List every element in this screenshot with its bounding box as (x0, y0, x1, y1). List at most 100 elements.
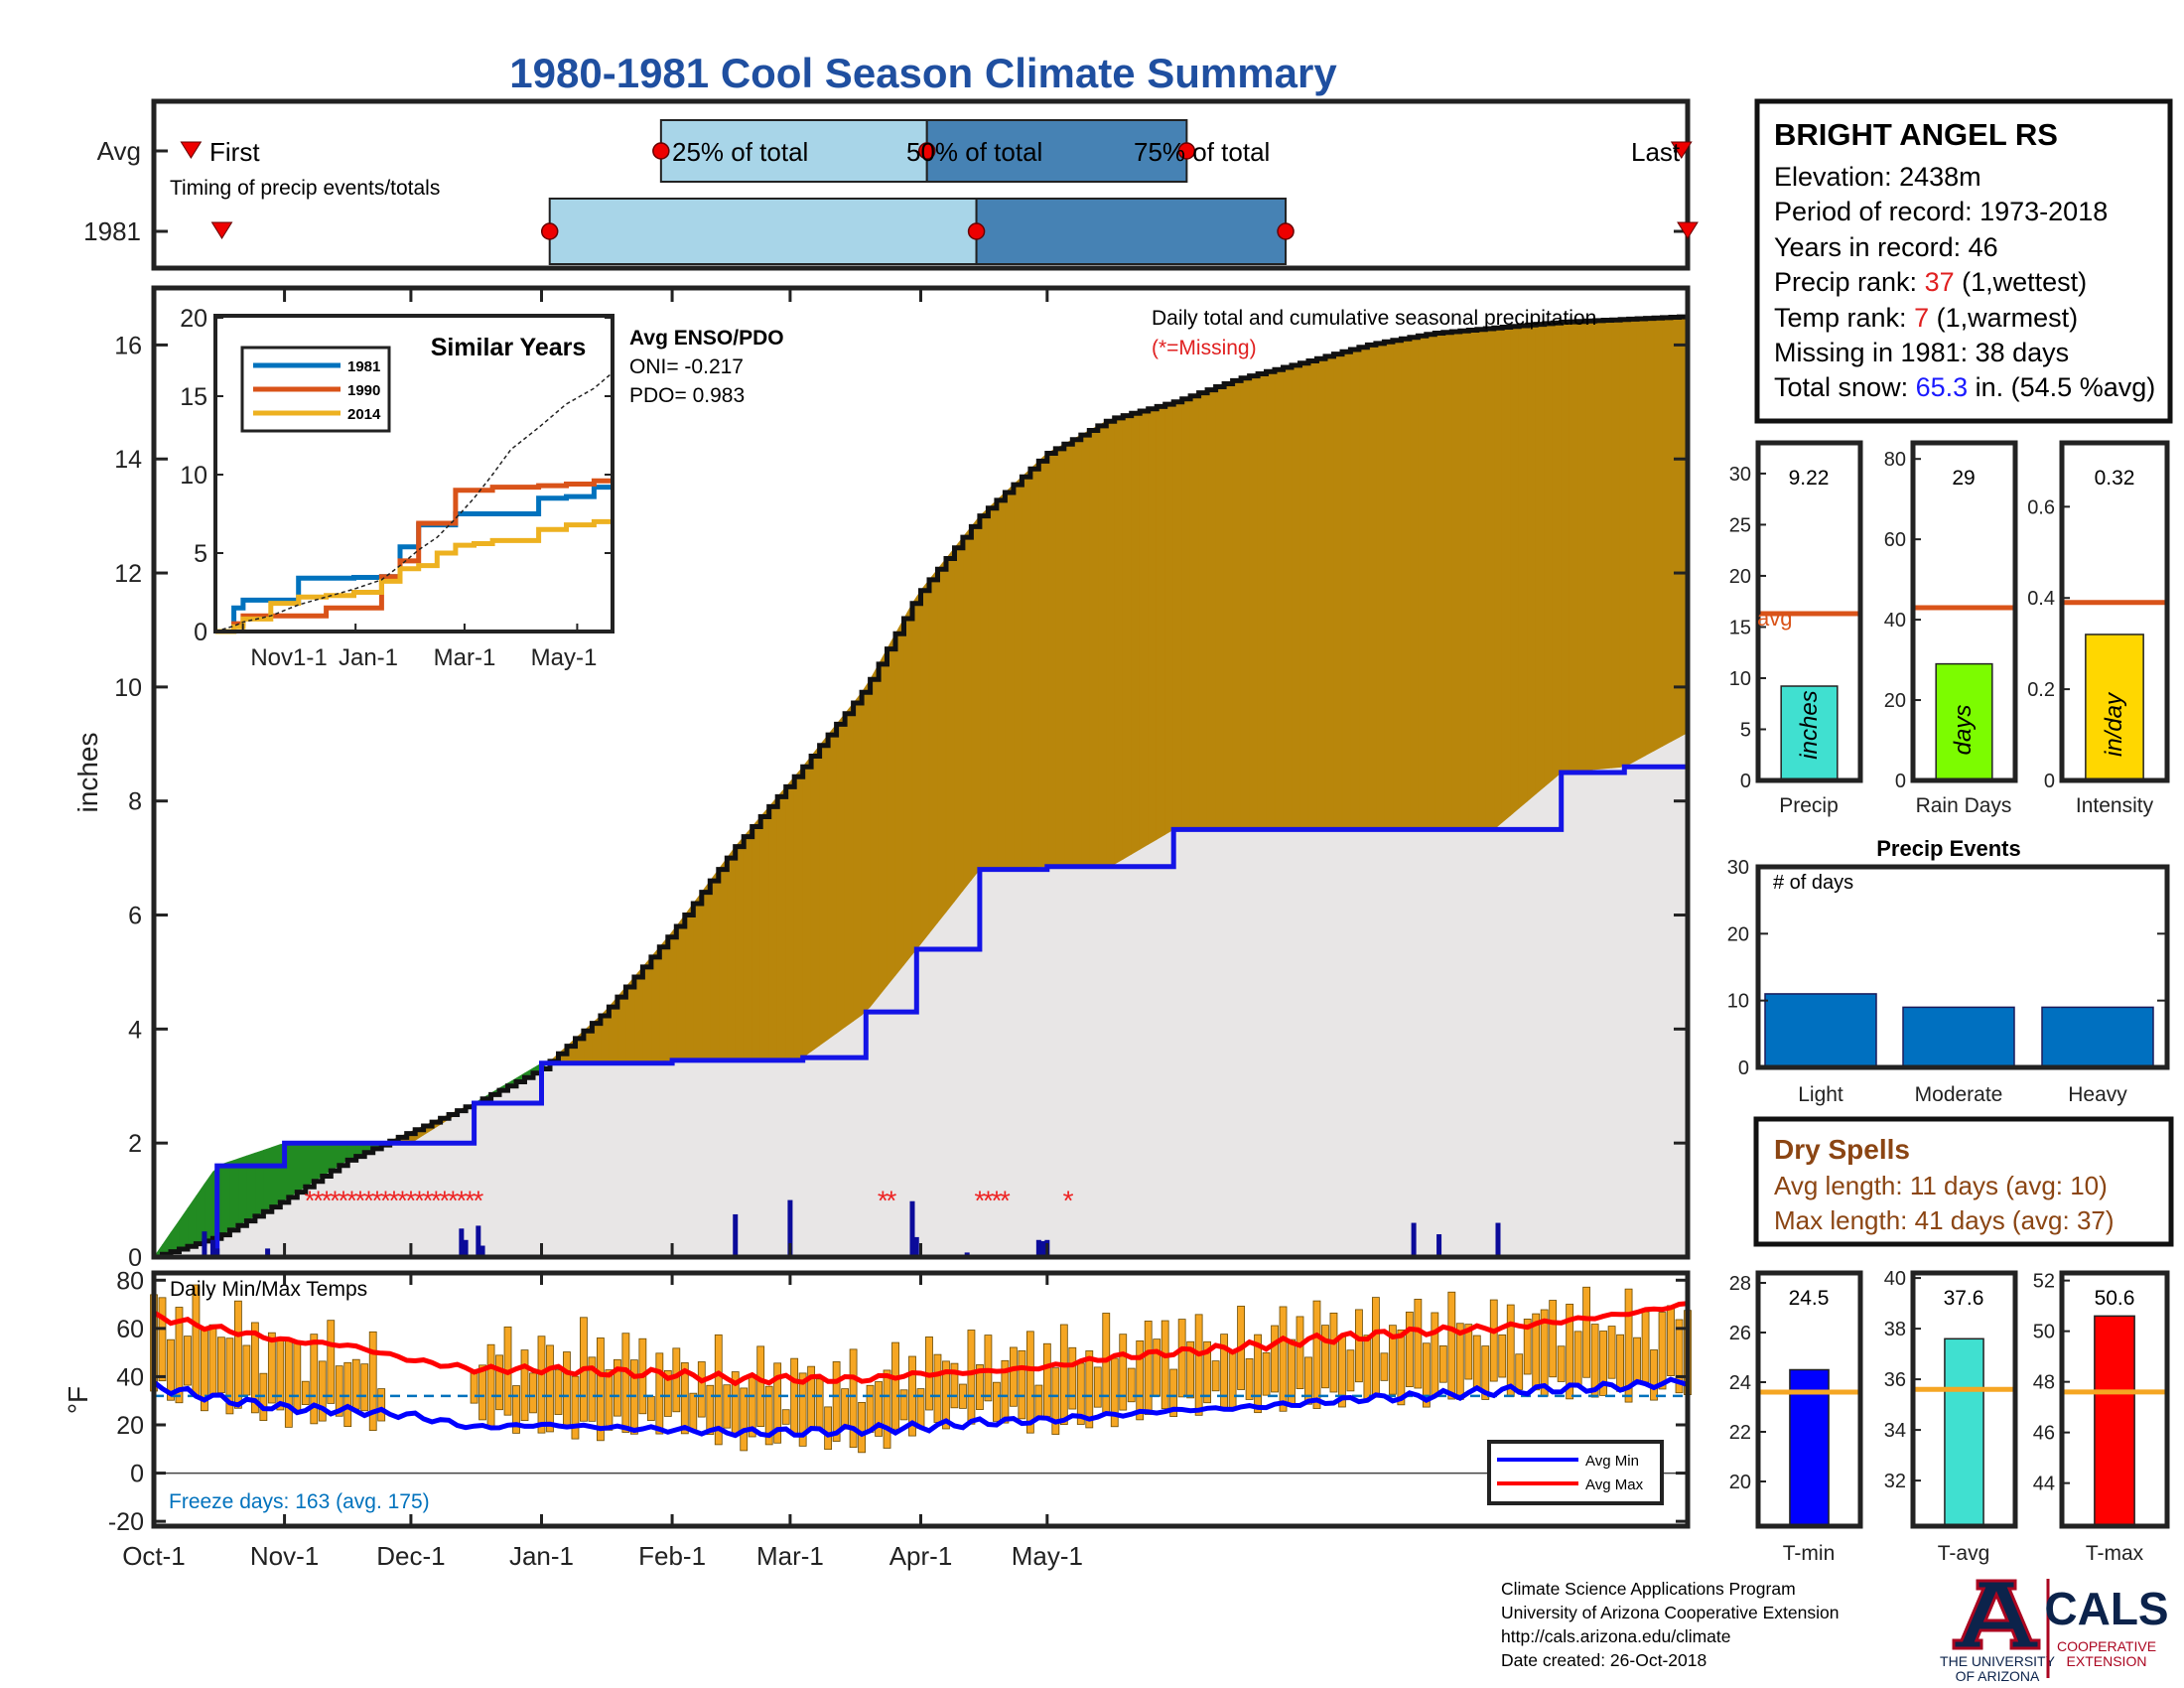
deficit-fill (1106, 417, 1115, 868)
daily-temp-bar (233, 1300, 242, 1409)
daily-temp-bar (1025, 1331, 1034, 1434)
daily-temp-bar (1119, 1334, 1128, 1411)
daily-temp-bar (529, 1372, 537, 1414)
daily-temp-bar (756, 1345, 765, 1427)
bar-value-raindays: 29 (1952, 467, 1975, 490)
deficit-fill (1662, 317, 1672, 748)
deficit-fill (853, 691, 863, 1022)
deficit-fill (971, 514, 981, 882)
deficit-fill (1561, 321, 1570, 774)
deficit-fill (1223, 379, 1233, 830)
small-panel-frame-raindays (1910, 440, 2018, 783)
daily-temp-bar (891, 1341, 899, 1430)
deficit-fill (727, 845, 736, 1061)
ua-a-mark (1952, 1579, 2041, 1650)
daily-temp-bar (883, 1369, 891, 1449)
inset-y-tick-label: 10 (180, 462, 207, 490)
timing-pct25-label: 25% of total (672, 137, 808, 167)
deficit-fill (1384, 340, 1394, 830)
deficit-fill (1013, 476, 1023, 869)
daily-precip-bar (1495, 1222, 1501, 1257)
deficit-fill (1215, 383, 1225, 830)
daily-temp-bar (1312, 1300, 1321, 1409)
main-y-tick-label: 14 (114, 446, 142, 474)
events-y-tick-label: 20 (1727, 923, 1749, 945)
deficit-fill (1080, 429, 1090, 867)
deficit-fill (1367, 343, 1377, 830)
deficit-fill (1510, 325, 1520, 816)
daily-temp-bar (1018, 1349, 1026, 1420)
deficit-fill (810, 744, 820, 1053)
deficit-fill (743, 825, 752, 1060)
deficit-fill (1569, 321, 1578, 773)
deficit-fill (954, 536, 964, 903)
missing-day-marker: * (878, 1186, 888, 1216)
small-y-tick-label-intensity: 0.6 (2027, 496, 2055, 518)
daily-temp-bar (267, 1332, 276, 1404)
daily-temp-bar (1271, 1325, 1279, 1393)
daily-temp-bar (546, 1344, 554, 1433)
deficit-fill (1493, 327, 1503, 831)
timing-1981-box-50-75 (975, 198, 1288, 265)
daily-temp-bar (1001, 1359, 1010, 1424)
deficit-fill (1401, 337, 1411, 830)
deficit-fill (1451, 330, 1461, 830)
freeze-days-note: Freeze days: 163 (avg. 175) (169, 1490, 430, 1513)
deficit-fill (1527, 324, 1537, 802)
bar-raindays (1935, 662, 1993, 781)
daily-temp-bar (1245, 1358, 1254, 1400)
daily-temp-bar (824, 1406, 833, 1451)
deficit-fill (1122, 412, 1132, 860)
daily-temp-bar (1288, 1338, 1296, 1404)
daily-temp-bar (663, 1369, 672, 1417)
daily-temp-bar (1397, 1329, 1406, 1406)
bar-label-raindays: Rain Days (1916, 794, 2012, 817)
timing-avg-box-25-50 (659, 119, 928, 183)
deficit-fill (1063, 439, 1073, 867)
missing-day-marker: * (473, 1186, 483, 1216)
deficit-fill (1485, 327, 1495, 830)
daily-precip-bar (476, 1225, 481, 1257)
daily-temp-bar (1127, 1367, 1136, 1403)
dry-spells-max: Max length: 41 days (avg: 37) (1774, 1205, 2115, 1235)
daily-temp-bar (470, 1371, 478, 1404)
daily-temp-bar (158, 1297, 167, 1382)
daily-precip-bar (787, 1199, 793, 1257)
temp-y-tick-label: 80 (116, 1267, 144, 1295)
daily-temp-bar (916, 1388, 925, 1430)
deficit-fill (1324, 353, 1334, 830)
daily-temp-bar (242, 1344, 251, 1396)
inset-x-tick-label: Nov1-1 (250, 644, 327, 671)
inset-line-2014 (215, 518, 613, 634)
missing-day-marker: * (431, 1186, 442, 1216)
daily-temp-bar (1321, 1325, 1329, 1389)
daily-temp-bar (1582, 1286, 1591, 1378)
tbar-y-tick-label: 26 (1729, 1323, 1751, 1344)
deficit-fill (1274, 366, 1284, 830)
deficit-fill (988, 499, 998, 870)
deficit-fill (710, 868, 720, 1061)
daily-temp-bar (537, 1336, 546, 1434)
daily-temp-bar (706, 1384, 715, 1436)
events-bar-light (1764, 993, 1877, 1068)
daily-temp-bar (1515, 1353, 1524, 1390)
daily-temp-bar (672, 1347, 681, 1413)
small-y-tick-label-precip: 25 (1729, 514, 1751, 536)
daily-temp-bar (276, 1338, 285, 1411)
timing-1981-label: 1981 (83, 216, 141, 246)
missing-day-marker: * (1063, 1186, 1074, 1216)
deficit-fill (1148, 406, 1158, 845)
date-tick-label: Oct-1 (122, 1541, 186, 1571)
deficit-fill (878, 648, 887, 998)
missing-day-marker: * (439, 1186, 450, 1216)
missing-day-marker: * (456, 1186, 467, 1216)
daily-precip-bar (202, 1231, 207, 1257)
small-y-tick-label-raindays: 60 (1884, 529, 1906, 551)
missing-day-marker: * (983, 1186, 994, 1216)
daily-precip-bar (1035, 1239, 1041, 1257)
daily-temp-bar (950, 1362, 959, 1409)
daily-precip-bar (214, 1248, 220, 1257)
deficit-fill (844, 702, 854, 1028)
daily-precip-bar (1411, 1222, 1417, 1257)
